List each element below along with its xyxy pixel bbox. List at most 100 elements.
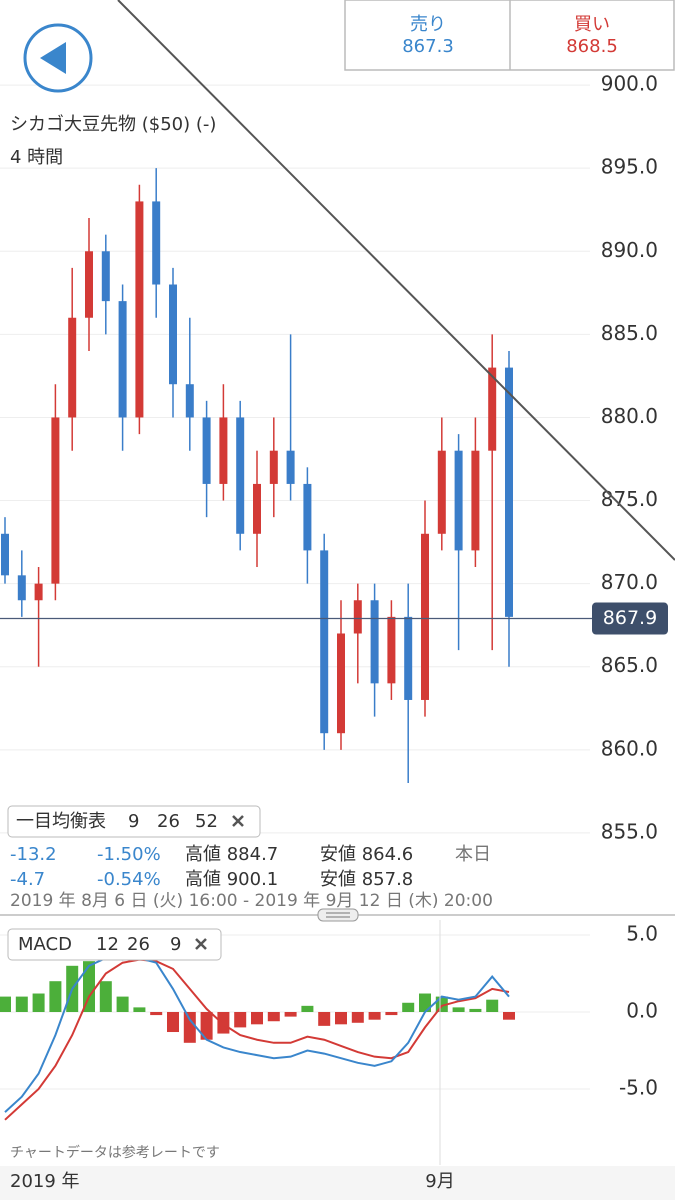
candle-body <box>34 583 43 601</box>
stat-high: 高値 900.1 <box>185 869 278 890</box>
candle-body <box>337 633 345 734</box>
candle-body <box>253 483 261 534</box>
histogram-bar <box>452 1007 465 1012</box>
stat-percent: -1.50% <box>97 844 161 865</box>
histogram-bar <box>419 993 431 1012</box>
histogram-bar <box>167 1012 179 1033</box>
candle-body <box>135 201 144 418</box>
histogram-bar <box>368 1012 381 1020</box>
histogram-bar <box>251 1012 263 1025</box>
histogram-bar <box>486 999 499 1012</box>
y-tick-label: 885.0 <box>601 321 658 345</box>
indicator-box[interactable] <box>7 805 261 838</box>
candle-body <box>488 367 497 451</box>
last-price-label: 867.9 <box>603 607 657 629</box>
y-tick-label: 5.0 <box>626 922 658 946</box>
macd-param: 9 <box>170 934 181 955</box>
histogram-bar <box>83 961 95 1012</box>
candle-body <box>269 450 278 484</box>
divider-handle[interactable] <box>317 908 359 922</box>
stat-change: -13.2 <box>10 844 57 865</box>
candle-body <box>68 317 77 418</box>
histogram-bar <box>99 981 112 1012</box>
handle-grip[interactable] <box>326 912 350 918</box>
macd-chip[interactable]: MACD 12 26 9 <box>7 928 222 961</box>
histogram-bar <box>150 1012 163 1016</box>
y-tick-label: 855.0 <box>601 819 658 843</box>
indicator-chip[interactable]: 一目均衡表 9 26 52 <box>7 805 261 838</box>
macd-param: 12 <box>96 934 119 955</box>
back-arrow[interactable] <box>40 42 66 74</box>
stat-percent: -0.54% <box>97 869 161 890</box>
indicator-param: 26 <box>157 811 180 832</box>
indicator-param: 52 <box>195 811 218 832</box>
candle-body <box>85 251 93 318</box>
histogram-bar <box>0 996 11 1012</box>
histogram-bar <box>301 1005 314 1012</box>
histogram-bar <box>200 1012 213 1040</box>
data-note: チャートデータは参考レートです <box>10 1144 220 1161</box>
macd-box[interactable] <box>7 928 222 961</box>
buy-button[interactable]: 買い 868.5 <box>566 14 618 57</box>
candle-body <box>169 284 177 385</box>
buy-label[interactable]: 買い <box>574 14 610 35</box>
candle-body <box>370 600 379 684</box>
sell-price[interactable]: 867.3 <box>402 36 454 57</box>
histogram-bar <box>335 1012 347 1025</box>
histogram-bar <box>133 1007 146 1012</box>
year-label: 2019 年 <box>10 1171 80 1192</box>
candle-body <box>236 417 245 534</box>
y-tick-label: -5.0 <box>619 1076 658 1100</box>
candle-body <box>51 417 60 584</box>
candle-body <box>505 367 513 617</box>
stat-change: -4.7 <box>10 869 45 890</box>
histogram-bar <box>116 996 129 1012</box>
macd-param: 26 <box>127 934 150 955</box>
candle-body <box>152 201 161 285</box>
histogram-bar <box>267 1012 280 1022</box>
sell-label[interactable]: 売り <box>410 14 446 35</box>
candle-body <box>303 483 312 551</box>
candle-body <box>320 550 329 734</box>
candle-body <box>219 417 228 484</box>
close-icon[interactable] <box>232 815 244 827</box>
histogram-bar <box>49 981 62 1012</box>
histogram-bar <box>385 1012 398 1016</box>
candle-body <box>185 384 194 418</box>
histogram-bar <box>183 1012 196 1043</box>
time-axis <box>0 1166 675 1200</box>
candle-body <box>101 251 110 302</box>
month-label: 9月 <box>425 1171 454 1192</box>
y-tick-label: 890.0 <box>601 238 658 262</box>
y-tick-label: 900.0 <box>601 72 658 96</box>
histogram-bar <box>351 1012 364 1023</box>
y-tick-label: 875.0 <box>601 487 658 511</box>
trend-line <box>117 0 675 561</box>
histogram-bar <box>503 1012 515 1020</box>
y-tick-label: 870.0 <box>601 570 658 594</box>
histogram-bar <box>234 1012 247 1028</box>
candle-body <box>471 450 480 551</box>
back-button[interactable] <box>23 23 93 93</box>
y-tick-label: 865.0 <box>601 653 658 677</box>
candle-body <box>286 450 295 484</box>
indicator-param: 9 <box>128 811 139 832</box>
histogram-bar <box>217 1012 230 1034</box>
candle-body <box>353 600 362 634</box>
candle-body <box>454 450 463 551</box>
macd-name: MACD <box>18 934 72 955</box>
buy-price[interactable]: 868.5 <box>566 36 618 57</box>
macd-chart: 5.0 0.0 -5.0 <box>0 922 658 1121</box>
sell-button[interactable]: 売り 867.3 <box>402 14 454 57</box>
close-icon[interactable] <box>195 938 207 950</box>
stat-period: 本日 <box>455 844 491 865</box>
candle-body <box>387 616 396 684</box>
histogram-bar <box>318 1012 331 1026</box>
macd-line <box>4 957 510 1113</box>
candle-body <box>404 616 413 700</box>
price-chart: 900.0 895.0 890.0 885.0 880.0 875.0 870.0 865.0… <box>0 72 668 843</box>
candle-body <box>118 301 127 418</box>
indicator-name: 一目均衡表 <box>16 811 106 832</box>
